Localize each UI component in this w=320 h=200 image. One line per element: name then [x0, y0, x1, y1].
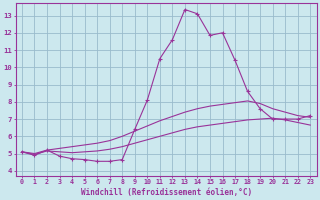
X-axis label: Windchill (Refroidissement éolien,°C): Windchill (Refroidissement éolien,°C) [81, 188, 252, 197]
